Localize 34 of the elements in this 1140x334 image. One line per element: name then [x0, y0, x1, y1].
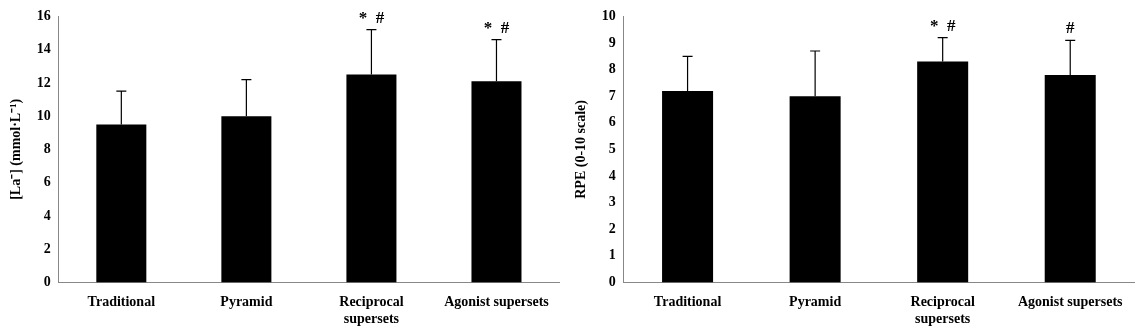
- y-tick-label: 8: [608, 61, 616, 77]
- y-axis-title: [La⁻] (mmol·L⁻¹): [8, 98, 25, 200]
- x-tick-label: Pyramid: [789, 294, 842, 310]
- y-tick-label: 9: [608, 34, 616, 50]
- x-tick-label: Traditional: [653, 294, 722, 310]
- y-tick-label: 0: [43, 274, 51, 290]
- y-tick-label: 8: [43, 141, 51, 157]
- y-tick-label: 4: [43, 207, 51, 223]
- y-tick-label: 6: [43, 174, 51, 190]
- y-axis-title: RPE (0-10 scale): [573, 99, 590, 199]
- y-tick-label: 1: [608, 247, 616, 263]
- y-tick-label: 6: [608, 114, 616, 130]
- x-tick-label: Reciprocal supersets: [910, 294, 975, 327]
- x-tick-label: Agonist supersets: [444, 294, 550, 310]
- annotation: * #: [483, 17, 510, 37]
- y-tick-label: 2: [608, 220, 616, 236]
- y-tick-label: 10: [36, 107, 51, 123]
- y-tick-label: 16: [36, 8, 51, 24]
- y-tick-label: 2: [43, 240, 51, 256]
- x-tick-label: Reciprocal supersets: [339, 294, 404, 327]
- y-tick-label: 14: [36, 41, 51, 57]
- x-tick-label: Pyramid: [220, 294, 273, 310]
- x-tick-label: Traditional: [87, 294, 156, 310]
- y-tick-label: 5: [608, 141, 616, 157]
- y-tick-label: 10: [601, 8, 616, 24]
- y-tick-label: 0: [608, 274, 616, 290]
- y-tick-label: 4: [608, 167, 616, 183]
- x-tick-label: Agonist supersets: [1017, 294, 1124, 310]
- y-tick-label: 3: [608, 194, 616, 210]
- annotation: * #: [929, 15, 956, 35]
- y-tick-label: 12: [36, 74, 51, 90]
- y-tick-label: 7: [608, 87, 616, 103]
- annotation: * #: [358, 7, 385, 27]
- annotation: #: [1065, 18, 1075, 38]
